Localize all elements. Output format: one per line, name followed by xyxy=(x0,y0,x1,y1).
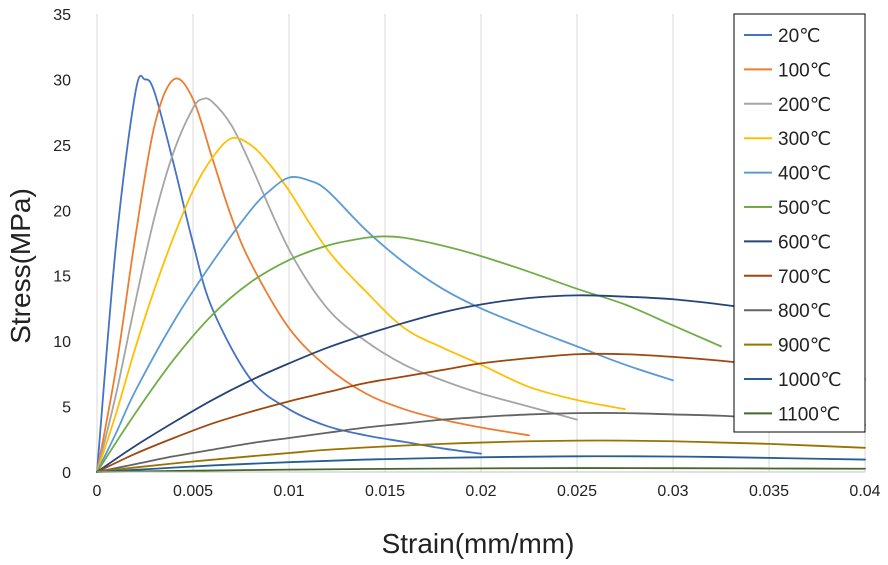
legend-label: 20℃ xyxy=(778,26,820,47)
y-tick-label: 30 xyxy=(53,72,71,89)
y-axis-title: Stress(MPa) xyxy=(5,188,36,344)
x-tick-label: 0.035 xyxy=(749,483,789,500)
y-tick-label: 35 xyxy=(53,7,71,24)
series-line-10 xyxy=(96,455,866,473)
y-tick-label: 25 xyxy=(53,138,71,155)
series-line-6 xyxy=(96,294,818,473)
x-tick-label: 0.01 xyxy=(273,483,304,500)
x-tick-label: 0 xyxy=(93,483,102,500)
legend-label: 1100℃ xyxy=(778,404,840,425)
series-line-8 xyxy=(96,412,866,473)
x-tick-labels: 0 0.005 0.01 0.015 0.02 0.025 0.03 0.035 0.04 xyxy=(93,483,881,500)
y-tick-label: 0 xyxy=(62,465,71,482)
y-tick-label: 20 xyxy=(53,203,71,220)
series-line-5 xyxy=(96,235,722,473)
series-line-3 xyxy=(96,136,626,473)
x-tick-label: 0.025 xyxy=(557,483,597,500)
legend-label: 800℃ xyxy=(778,301,831,322)
x-tick-label: 0.015 xyxy=(365,483,405,500)
legend-label: 400℃ xyxy=(778,164,831,185)
x-tick-label: 0.03 xyxy=(657,483,688,500)
legend: 20℃ 100℃ 200℃ 300℃ 400℃ 500℃ 600℃ 700℃ 800℃ 900℃ 1… xyxy=(733,13,866,433)
legend-label: 700℃ xyxy=(778,267,831,288)
legend-box xyxy=(733,13,866,433)
series-line-11 xyxy=(96,467,866,473)
series-line-4 xyxy=(96,176,674,473)
legend-label: 900℃ xyxy=(778,336,831,357)
y-tick-labels: 0 5 10 15 20 25 30 35 xyxy=(53,7,71,482)
series-line-2 xyxy=(96,97,578,473)
x-tick-label: 0.04 xyxy=(849,483,880,500)
legend-label: 200℃ xyxy=(778,95,831,116)
legend-label: 500℃ xyxy=(778,198,831,219)
series-line-7 xyxy=(96,352,866,473)
legend-label: 600℃ xyxy=(778,232,831,253)
legend-label: 300℃ xyxy=(778,129,831,150)
x-tick-label: 0.005 xyxy=(173,483,213,500)
x-axis-title: Strain(mm/mm) xyxy=(382,528,575,559)
y-tick-label: 15 xyxy=(53,269,71,286)
series-line-9 xyxy=(96,439,866,473)
series-lines xyxy=(96,74,866,473)
legend-label: 100℃ xyxy=(778,60,831,81)
y-tick-label: 5 xyxy=(62,400,71,417)
x-tick-label: 0.02 xyxy=(465,483,496,500)
series-line-1 xyxy=(96,77,530,473)
series-line-0 xyxy=(96,74,482,473)
y-tick-label: 10 xyxy=(53,334,71,351)
legend-label: 1000℃ xyxy=(778,370,842,391)
